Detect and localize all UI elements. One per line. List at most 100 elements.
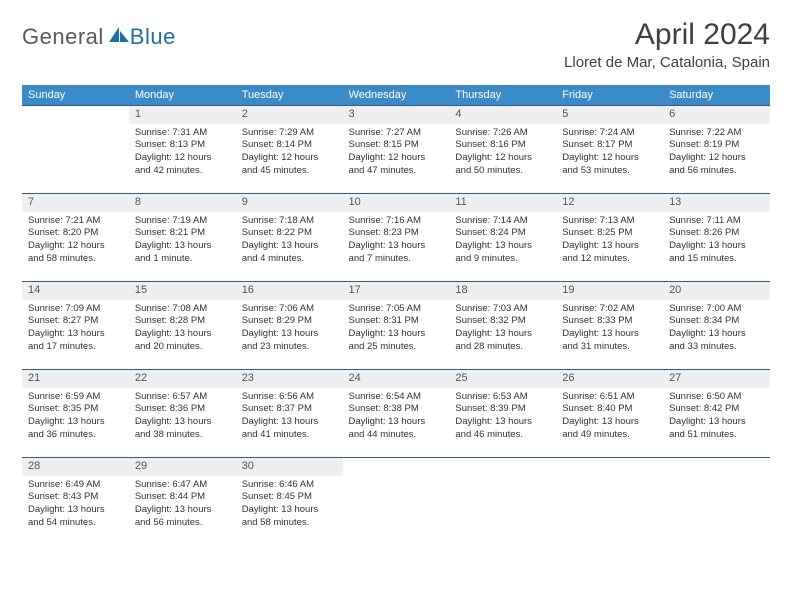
logo: General Blue (22, 24, 176, 50)
day-number-cell: 24 (343, 370, 450, 388)
day-day2: and 28 minutes. (455, 341, 550, 354)
day-content-cell: Sunrise: 6:51 AMSunset: 8:40 PMDaylight:… (556, 388, 663, 458)
weekday-header: Monday (129, 85, 236, 106)
logo-text-general: General (22, 24, 104, 50)
day-sunrise: Sunrise: 7:03 AM (455, 303, 550, 316)
day-sunset: Sunset: 8:29 PM (242, 315, 337, 328)
day-number-cell: 1 (129, 106, 236, 124)
day-sunrise: Sunrise: 7:21 AM (28, 215, 123, 228)
day-sunrise: Sunrise: 7:08 AM (135, 303, 230, 316)
day-day1: Daylight: 12 hours (669, 152, 764, 165)
day-sunrise: Sunrise: 7:18 AM (242, 215, 337, 228)
day-sunset: Sunset: 8:40 PM (562, 403, 657, 416)
day-day2: and 46 minutes. (455, 429, 550, 442)
day-day2: and 44 minutes. (349, 429, 444, 442)
day-day2: and 20 minutes. (135, 341, 230, 354)
day-day2: and 12 minutes. (562, 253, 657, 266)
weekday-header: Sunday (22, 85, 129, 106)
daynum-row: 78910111213 (22, 194, 770, 212)
day-day2: and 56 minutes. (135, 517, 230, 530)
day-day2: and 41 minutes. (242, 429, 337, 442)
day-sunrise: Sunrise: 7:05 AM (349, 303, 444, 316)
day-day2: and 25 minutes. (349, 341, 444, 354)
content-row: Sunrise: 6:59 AMSunset: 8:35 PMDaylight:… (22, 388, 770, 458)
day-day2: and 56 minutes. (669, 165, 764, 178)
day-content-cell: Sunrise: 6:56 AMSunset: 8:37 PMDaylight:… (236, 388, 343, 458)
day-day1: Daylight: 13 hours (242, 240, 337, 253)
day-day2: and 38 minutes. (135, 429, 230, 442)
day-number-cell: 14 (22, 282, 129, 300)
day-sunset: Sunset: 8:36 PM (135, 403, 230, 416)
day-content-cell: Sunrise: 7:22 AMSunset: 8:19 PMDaylight:… (663, 124, 770, 194)
day-number-cell (22, 106, 129, 124)
day-sunset: Sunset: 8:32 PM (455, 315, 550, 328)
day-sunrise: Sunrise: 6:54 AM (349, 391, 444, 404)
day-day1: Daylight: 12 hours (242, 152, 337, 165)
day-number-cell: 28 (22, 458, 129, 476)
day-day2: and 53 minutes. (562, 165, 657, 178)
day-sunrise: Sunrise: 6:49 AM (28, 479, 123, 492)
day-day1: Daylight: 13 hours (349, 240, 444, 253)
day-content-cell: Sunrise: 7:29 AMSunset: 8:14 PMDaylight:… (236, 124, 343, 194)
day-day1: Daylight: 13 hours (669, 328, 764, 341)
day-day2: and 51 minutes. (669, 429, 764, 442)
day-number-cell: 13 (663, 194, 770, 212)
day-sunrise: Sunrise: 7:09 AM (28, 303, 123, 316)
day-day2: and 45 minutes. (242, 165, 337, 178)
day-sunrise: Sunrise: 7:27 AM (349, 127, 444, 140)
day-content-cell: Sunrise: 6:49 AMSunset: 8:43 PMDaylight:… (22, 476, 129, 546)
day-sunset: Sunset: 8:15 PM (349, 139, 444, 152)
day-number-cell: 25 (449, 370, 556, 388)
day-number-cell: 19 (556, 282, 663, 300)
day-sunset: Sunset: 8:33 PM (562, 315, 657, 328)
day-content-cell: Sunrise: 7:08 AMSunset: 8:28 PMDaylight:… (129, 300, 236, 370)
day-day2: and 54 minutes. (28, 517, 123, 530)
calendar-table: Sunday Monday Tuesday Wednesday Thursday… (22, 85, 770, 546)
day-sunrise: Sunrise: 7:11 AM (669, 215, 764, 228)
content-row: Sunrise: 7:09 AMSunset: 8:27 PMDaylight:… (22, 300, 770, 370)
day-content-cell: Sunrise: 6:59 AMSunset: 8:35 PMDaylight:… (22, 388, 129, 458)
day-content-cell: Sunrise: 7:05 AMSunset: 8:31 PMDaylight:… (343, 300, 450, 370)
day-sunset: Sunset: 8:35 PM (28, 403, 123, 416)
day-sunset: Sunset: 8:43 PM (28, 491, 123, 504)
day-content-cell (663, 476, 770, 546)
day-number-cell: 16 (236, 282, 343, 300)
day-sunrise: Sunrise: 7:13 AM (562, 215, 657, 228)
day-number-cell: 10 (343, 194, 450, 212)
day-day1: Daylight: 13 hours (135, 416, 230, 429)
day-sunset: Sunset: 8:42 PM (669, 403, 764, 416)
day-number-cell (449, 458, 556, 476)
day-sunset: Sunset: 8:20 PM (28, 227, 123, 240)
day-day2: and 23 minutes. (242, 341, 337, 354)
day-content-cell (22, 124, 129, 194)
day-sunset: Sunset: 8:28 PM (135, 315, 230, 328)
day-day1: Daylight: 13 hours (242, 416, 337, 429)
day-content-cell (449, 476, 556, 546)
content-row: Sunrise: 7:31 AMSunset: 8:13 PMDaylight:… (22, 124, 770, 194)
day-day1: Daylight: 13 hours (562, 328, 657, 341)
day-sunset: Sunset: 8:17 PM (562, 139, 657, 152)
day-day1: Daylight: 13 hours (28, 328, 123, 341)
day-day2: and 58 minutes. (28, 253, 123, 266)
day-number-cell (556, 458, 663, 476)
day-day1: Daylight: 13 hours (28, 416, 123, 429)
day-content-cell: Sunrise: 7:18 AMSunset: 8:22 PMDaylight:… (236, 212, 343, 282)
day-day2: and 58 minutes. (242, 517, 337, 530)
day-sunrise: Sunrise: 6:53 AM (455, 391, 550, 404)
day-content-cell: Sunrise: 6:47 AMSunset: 8:44 PMDaylight:… (129, 476, 236, 546)
day-day1: Daylight: 12 hours (455, 152, 550, 165)
day-sunset: Sunset: 8:24 PM (455, 227, 550, 240)
day-sunrise: Sunrise: 7:00 AM (669, 303, 764, 316)
day-content-cell: Sunrise: 7:03 AMSunset: 8:32 PMDaylight:… (449, 300, 556, 370)
day-sunset: Sunset: 8:19 PM (669, 139, 764, 152)
day-number-cell: 29 (129, 458, 236, 476)
day-sunrise: Sunrise: 7:16 AM (349, 215, 444, 228)
day-day1: Daylight: 12 hours (28, 240, 123, 253)
day-sunrise: Sunrise: 7:02 AM (562, 303, 657, 316)
day-day1: Daylight: 13 hours (455, 328, 550, 341)
day-number-cell: 21 (22, 370, 129, 388)
day-day2: and 17 minutes. (28, 341, 123, 354)
day-number-cell (343, 458, 450, 476)
day-content-cell: Sunrise: 6:46 AMSunset: 8:45 PMDaylight:… (236, 476, 343, 546)
daynum-row: 14151617181920 (22, 282, 770, 300)
